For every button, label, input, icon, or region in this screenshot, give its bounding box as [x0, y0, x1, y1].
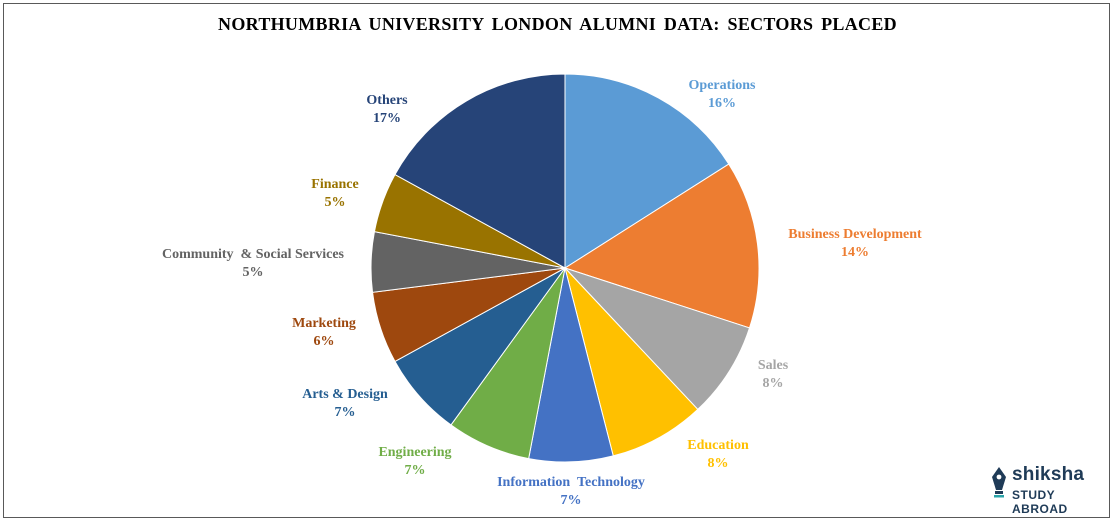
- shiksha-logo: shiksha STUDY ABROAD: [990, 462, 1102, 516]
- slice-value-education: 8%: [708, 456, 729, 471]
- slice-label-others: Others: [366, 93, 408, 108]
- slice-value-information-technology: 7%: [561, 493, 582, 508]
- slice-value-others: 17%: [373, 111, 401, 126]
- pie-slice-business-development: [563, 163, 760, 329]
- slice-label-finance: Finance: [311, 177, 358, 192]
- logo-wordmark: shiksha: [1012, 464, 1085, 485]
- slice-label-information-technology: Information Technology: [497, 475, 645, 490]
- pie-slice-others: [394, 73, 566, 269]
- slice-label-business-development: Business Development: [788, 227, 922, 242]
- slice-label-engineering: Engineering: [378, 445, 451, 460]
- slice-label-sales: Sales: [758, 358, 789, 373]
- slice-label-education: Education: [687, 438, 749, 453]
- slice-value-engineering: 7%: [405, 463, 426, 478]
- pie-slice-operations: [564, 73, 730, 269]
- slice-value-sales: 8%: [763, 376, 784, 391]
- slice-value-marketing: 6%: [314, 334, 335, 349]
- pen-nib-icon: [992, 467, 1006, 498]
- slice-label-arts-design: Arts & Design: [302, 387, 388, 402]
- slice-value-arts-design: 7%: [335, 405, 356, 420]
- pie-slice-education: [564, 267, 699, 457]
- slice-value-community-social-services: 5%: [243, 265, 264, 280]
- chart-title: NORTHUMBRIA UNIVERSITY LONDON ALUMNI DAT…: [218, 14, 897, 34]
- slice-value-finance: 5%: [325, 195, 346, 210]
- slice-value-business-development: 14%: [841, 245, 869, 260]
- logo-tagline: STUDY ABROAD: [1012, 488, 1068, 516]
- slice-value-operations: 16%: [708, 96, 736, 111]
- slice-label-marketing: Marketing: [292, 316, 356, 331]
- pie-slice-sales: [564, 267, 751, 411]
- slice-label-community-social-services: Community & Social Services: [162, 247, 345, 262]
- slice-label-operations: Operations: [689, 78, 756, 93]
